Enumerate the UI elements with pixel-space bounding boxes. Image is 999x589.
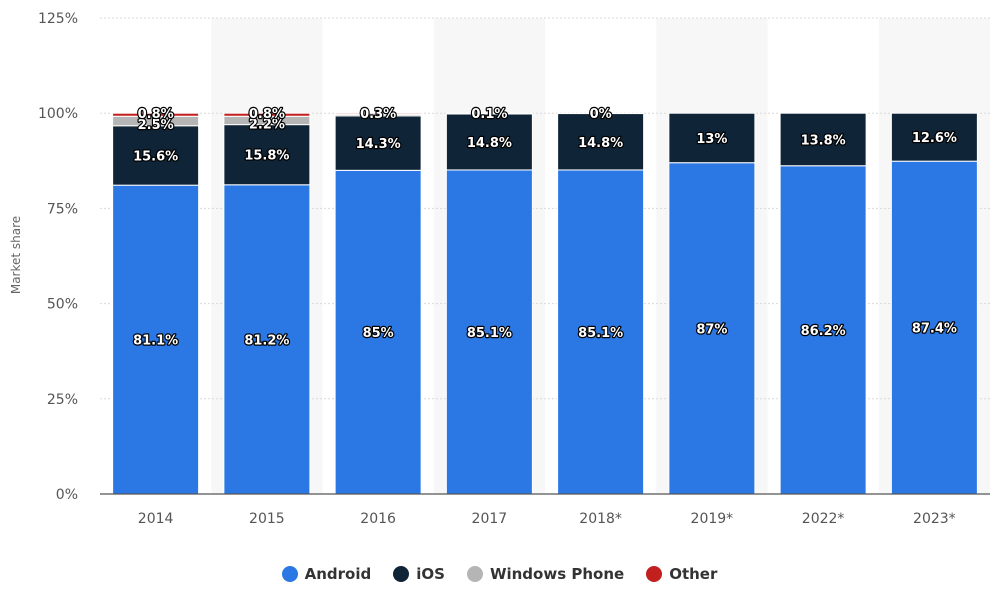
bar-segment-other[interactable]	[112, 112, 200, 117]
data-label-windows-phone: 2.2%	[249, 117, 285, 132]
y-tick-label: 100%	[38, 106, 78, 122]
data-label-android: 81.2%	[244, 333, 289, 348]
bar-segment-ios[interactable]	[779, 112, 867, 167]
y-axis-ticks: 0% 25% 50% 75% 100% 125%	[38, 11, 78, 503]
bar-segment-android[interactable]	[223, 184, 311, 495]
data-label-android: 87.4%	[912, 322, 957, 337]
x-tick-label: 2018*	[579, 511, 622, 527]
x-tick-label: 2016	[360, 511, 396, 527]
legend-label: Other	[669, 565, 718, 583]
legend-item-other[interactable]: Other	[646, 565, 717, 583]
bar-segment-android[interactable]	[890, 160, 978, 495]
legend-item-ios[interactable]: iOS	[393, 565, 445, 583]
data-label-windows-phone: 2.5%	[138, 118, 174, 133]
bar-segment-other[interactable]	[334, 112, 422, 115]
x-tick-label: 2022*	[802, 511, 845, 527]
legend: Android iOS Windows Phone Other	[0, 562, 999, 586]
data-label-ios: 14.3%	[356, 137, 401, 152]
bar-segment-ios[interactable]	[668, 112, 756, 164]
bar-segment-android[interactable]	[334, 169, 422, 495]
y-tick-label: 50%	[47, 297, 78, 313]
data-label-ios: 15.8%	[244, 149, 289, 164]
data-label-other: 0%	[590, 107, 612, 122]
bar-segment-other[interactable]	[223, 112, 311, 117]
bar-segment-android[interactable]	[557, 169, 645, 495]
bar-segment-ios[interactable]	[445, 113, 533, 171]
y-axis-label: Market share	[9, 216, 23, 294]
x-tick-label: 2023*	[913, 511, 956, 527]
data-label-ios: 12.6%	[912, 131, 957, 146]
data-label-ios: 14.8%	[578, 136, 623, 151]
y-tick-label: 25%	[47, 392, 78, 408]
x-axis-ticks: 2014 2015 2016 2017 2018* 2019* 2022* 2023*	[138, 511, 956, 527]
data-label-android: 81.1%	[133, 334, 178, 349]
bar-segment-ios[interactable]	[112, 125, 200, 186]
bar-segment-ios[interactable]	[334, 115, 422, 171]
y-tick-label: 125%	[38, 11, 78, 27]
x-tick-label: 2014	[138, 511, 174, 527]
bar-segment-android[interactable]	[112, 184, 200, 495]
data-label-android: 87%	[696, 322, 727, 337]
stacked-bar-chart: 0% 25% 50% 75% 100% 125% Market share 81.1% 15…	[9, 11, 990, 527]
data-label-ios: 13%	[696, 132, 727, 147]
bar-segment-other[interactable]	[445, 112, 533, 115]
data-label-ios: 14.8%	[467, 136, 512, 151]
data-label-android: 85%	[363, 326, 394, 341]
legend-label: Android	[304, 565, 372, 583]
data-label-other: 0.8%	[138, 107, 174, 122]
windows-phone-dot-icon	[466, 566, 483, 582]
data-label-android: 85.1%	[578, 326, 623, 341]
data-label-other: 0.3%	[360, 107, 396, 122]
legend-item-android[interactable]: Android	[281, 565, 372, 583]
data-label-other: 0.8%	[249, 107, 285, 122]
data-label-ios: 13.8%	[801, 133, 846, 148]
legend-label: Windows Phone	[489, 565, 625, 583]
data-label-ios: 15.6%	[133, 149, 178, 164]
ios-dot-icon	[393, 566, 410, 582]
other-dot-icon	[646, 566, 663, 582]
x-tick-label: 2017	[472, 511, 508, 527]
data-label-other: 0.1%	[471, 107, 507, 122]
x-tick-label: 2019*	[691, 511, 734, 527]
y-tick-label: 75%	[47, 201, 78, 217]
y-tick-label: 0%	[56, 487, 78, 503]
bar-segment-android[interactable]	[445, 169, 533, 495]
legend-item-windows-phone[interactable]: Windows Phone	[466, 565, 625, 583]
android-dot-icon	[281, 566, 298, 582]
data-label-android: 85.1%	[467, 326, 512, 341]
bars: 81.1%15.6%2.5%0.8%81.2%15.8%2.2%0.8%85%1…	[112, 106, 978, 495]
data-label-android: 86.2%	[801, 324, 846, 339]
bar-segment-ios[interactable]	[557, 113, 645, 171]
x-tick-label: 2015	[249, 511, 285, 527]
bar-segment-ios[interactable]	[890, 112, 978, 162]
legend-label: iOS	[416, 565, 445, 583]
